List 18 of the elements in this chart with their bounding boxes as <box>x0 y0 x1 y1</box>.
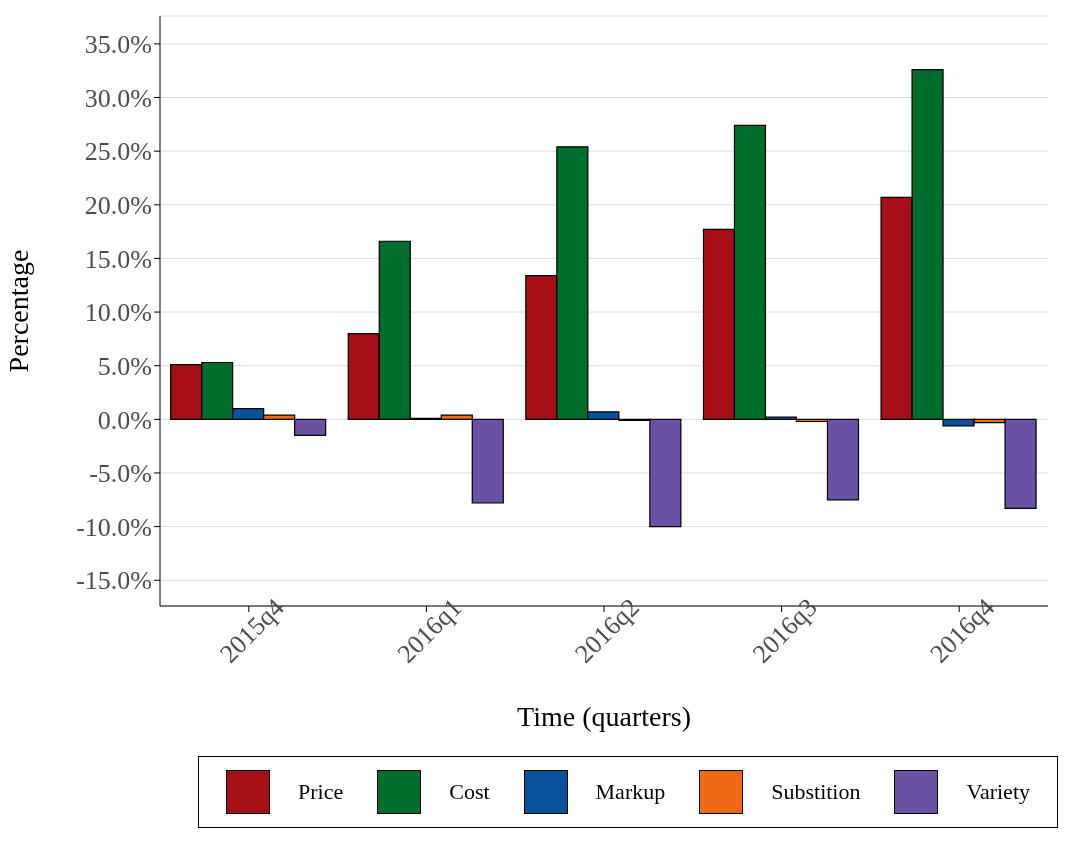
y-tick-label: 30.0% <box>84 83 152 113</box>
y-tick-label: 20.0% <box>84 191 152 221</box>
legend-label: Substition <box>771 779 861 805</box>
legend-label: Variety <box>966 779 1030 805</box>
legend-label: Price <box>298 779 344 805</box>
y-tick-label: 25.0% <box>84 137 152 167</box>
y-tick-label: -15.0% <box>76 566 152 596</box>
y-tick-label: 10.0% <box>84 298 152 328</box>
y-tick-label: 0.0% <box>97 405 152 435</box>
y-tick-label: 5.0% <box>97 351 152 381</box>
y-tick-label: -5.0% <box>89 459 152 489</box>
y-tick-label: 15.0% <box>84 244 152 274</box>
y-tick-label: -10.0% <box>76 512 152 542</box>
x-axis-title: Time (quarters) <box>517 701 691 732</box>
legend-label: Markup <box>595 779 666 805</box>
y-axis-title: Percentage <box>2 249 34 373</box>
legend-label: Cost <box>449 779 490 805</box>
y-tick-label: 35.0% <box>84 30 152 60</box>
